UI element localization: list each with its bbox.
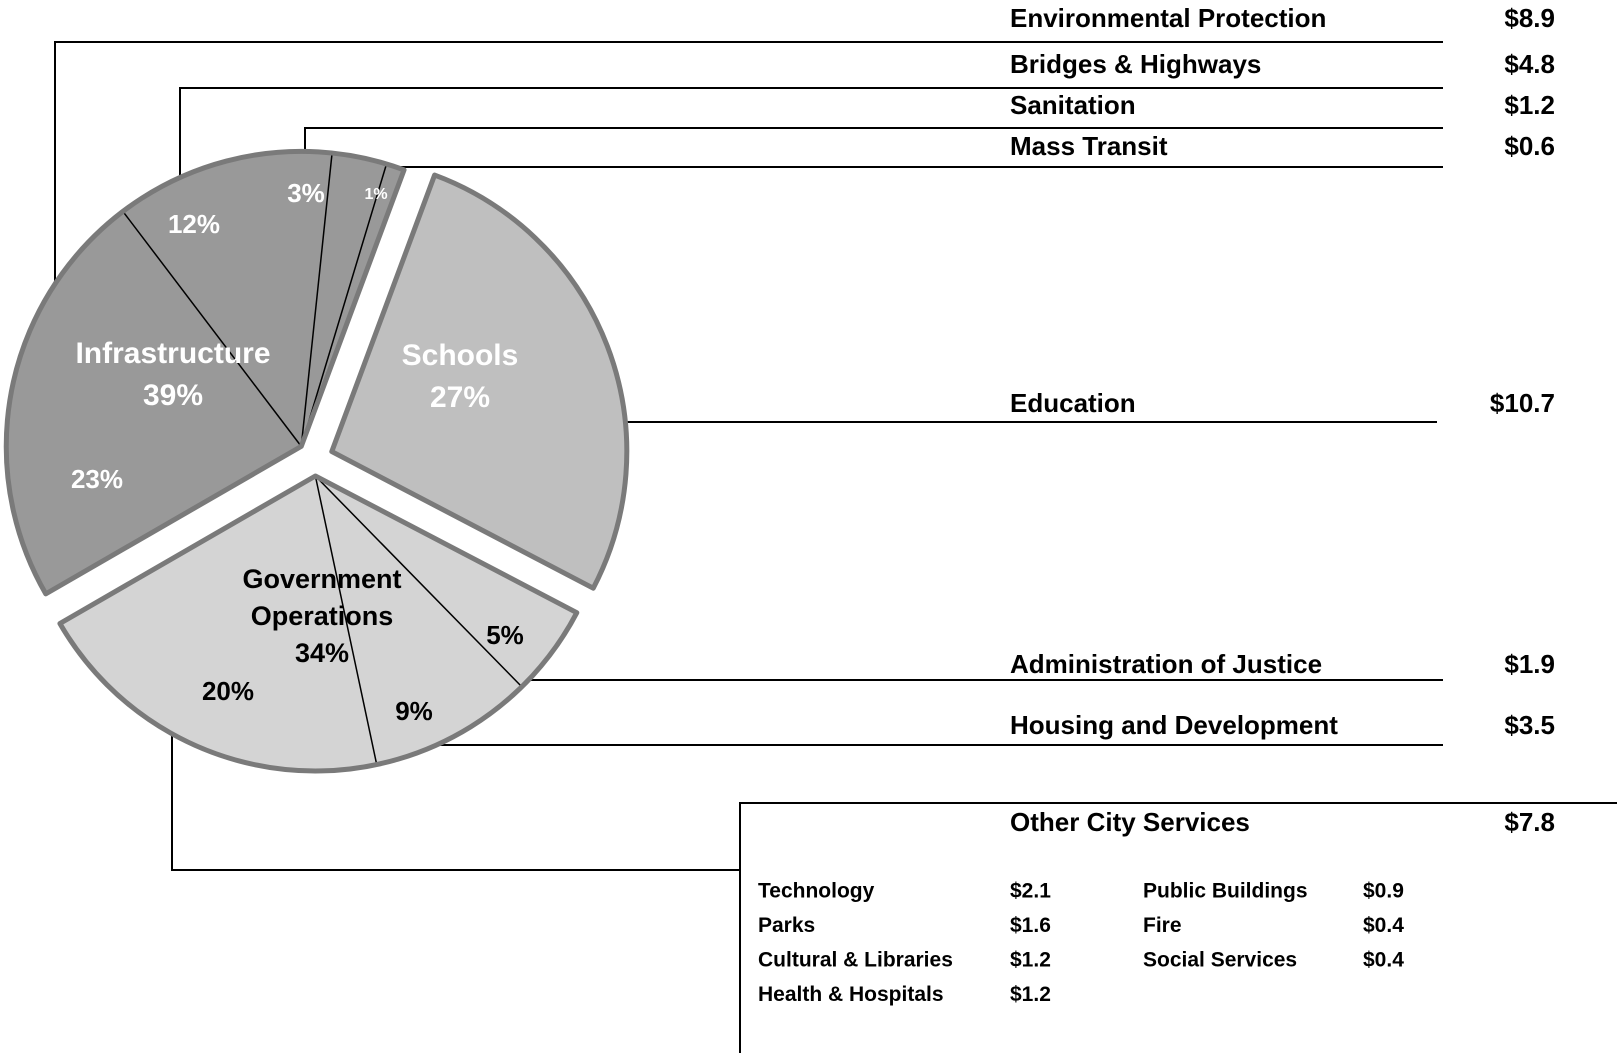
detail-amount: $0.4 — [1363, 914, 1404, 937]
slice-separator — [300, 163, 388, 447]
slice-label: 5% — [486, 620, 524, 650]
group-percent: 34% — [295, 638, 349, 668]
slice-label: 1% — [364, 186, 387, 203]
pie-slice — [315, 475, 522, 765]
detail-amount: $1.2 — [1010, 983, 1051, 1006]
group-label: Government Operations — [242, 564, 401, 631]
group-outline — [3, 148, 407, 597]
group-label: Infrastructure — [75, 337, 270, 370]
pie-slice — [301, 152, 387, 447]
pie-wedge — [331, 175, 627, 589]
slice-label: 12% — [168, 209, 220, 239]
leader-line — [304, 127, 1443, 155]
callout-label: Other City Services — [1010, 807, 1250, 837]
callout-label: Mass Transit — [1010, 131, 1168, 161]
detail-label: Fire — [1143, 914, 1182, 937]
callout-amount: $10.7 — [1490, 388, 1555, 418]
callout-amount: $0.6 — [1504, 131, 1555, 161]
leader-line — [179, 87, 1443, 183]
leaders — [54, 41, 1617, 1053]
detail-label: Parks — [758, 914, 815, 937]
detail-amount: $0.9 — [1363, 880, 1404, 903]
detail-amount: $1.6 — [1010, 914, 1051, 937]
callout-amount: $1.2 — [1504, 90, 1555, 120]
pie: Infrastructure 39% Schools 27% Government Ope… — [3, 148, 630, 774]
slice-label: 9% — [395, 696, 433, 726]
callout-label: Environmental Protection — [1010, 3, 1326, 33]
callout-label: Housing and Development — [1010, 710, 1338, 740]
group-label: Schools — [402, 339, 519, 372]
callout-amount: $3.5 — [1504, 710, 1555, 740]
detail-label: Technology — [758, 880, 875, 903]
callout-amount: $7.8 — [1504, 807, 1555, 837]
detail-label: Health & Hospitals — [758, 983, 944, 1006]
group-percent: 39% — [143, 379, 203, 412]
slice-separator — [314, 475, 378, 765]
group-percent: 27% — [430, 381, 490, 414]
group-outline — [57, 473, 580, 774]
slice-separator — [300, 152, 333, 447]
callout-amount: $4.8 — [1504, 49, 1555, 79]
detail-amount: $2.1 — [1010, 880, 1051, 903]
slice-separator — [314, 475, 523, 688]
group-label-line: Operations — [251, 601, 394, 631]
detail-amount: $0.4 — [1363, 949, 1404, 972]
callout-label: Administration of Justice — [1010, 649, 1322, 679]
callout-label: Education — [1010, 388, 1136, 418]
group-outline — [329, 172, 630, 591]
slice-label: 3% — [287, 178, 325, 208]
pie-slice — [59, 475, 377, 771]
slice-separator — [122, 210, 302, 447]
detail-label: Public Buildings — [1143, 880, 1308, 903]
pie-slice — [315, 475, 577, 687]
callout-label: Bridges & Highways — [1010, 49, 1261, 79]
group-label-line: Government — [242, 564, 401, 594]
detail-label: Social Services — [1143, 949, 1297, 972]
callout-label: Sanitation — [1010, 90, 1136, 120]
slice-label: 20% — [202, 676, 254, 706]
detail-label: Cultural & Libraries — [758, 949, 953, 972]
pie-slice — [122, 151, 333, 447]
leader-line — [54, 41, 1443, 295]
slice-label: 23% — [71, 464, 123, 494]
detail-amount: $1.2 — [1010, 949, 1051, 972]
callout-amount: $8.9 — [1504, 3, 1555, 33]
pie-slice — [6, 211, 302, 594]
callout-amount: $1.9 — [1504, 649, 1555, 679]
